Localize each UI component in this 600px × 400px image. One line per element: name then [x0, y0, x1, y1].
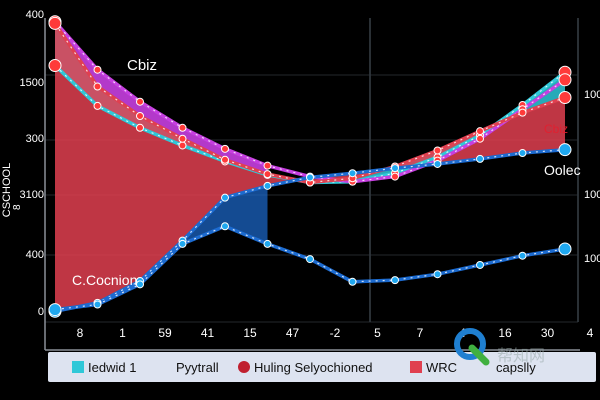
x-tick-label: 47 — [286, 326, 300, 340]
y-tick-label: 0 — [38, 306, 44, 318]
data-point — [93, 82, 102, 91]
data-point — [48, 16, 62, 30]
data-point — [178, 239, 187, 248]
data-point — [93, 300, 102, 309]
legend-label-2: Pyytrall — [176, 360, 219, 375]
data-point — [178, 134, 187, 143]
data-point — [263, 170, 272, 179]
legend-label-3: Huling Selyochioned — [254, 360, 373, 375]
annotation-text: Oolec — [544, 162, 581, 178]
data-point — [476, 154, 484, 163]
watermark-logo-icon — [454, 328, 490, 366]
legend: Iedwid 1 Pyytrall Huling Selyochioned WR… — [48, 352, 596, 382]
x-tick-label: -2 — [330, 326, 341, 340]
data-point — [476, 127, 484, 136]
data-point — [558, 73, 572, 87]
data-point — [348, 169, 357, 178]
data-point — [93, 101, 102, 110]
data-point — [221, 222, 229, 231]
data-point — [558, 143, 572, 157]
x-tick-label: 7 — [417, 326, 424, 340]
y2-tick-label: 1000 — [584, 253, 600, 265]
tick-labels: 8 1 59 41 15 47 -2 5 7 4 16 30 404003100300150040010… — [20, 9, 600, 340]
data-point — [136, 97, 144, 106]
data-point — [136, 112, 144, 120]
data-point — [178, 123, 187, 132]
x-tick-label: 59 — [158, 326, 172, 340]
data-point — [263, 181, 272, 190]
x-tick-label: 4 — [587, 326, 594, 340]
legend-item-5: capslly — [496, 360, 536, 375]
data-point — [558, 90, 572, 104]
legend-item-2: Pyytrall — [176, 360, 219, 375]
data-point — [391, 276, 399, 285]
legend-label-5: capslly — [496, 360, 536, 375]
watermark-text: 帮知网 — [497, 346, 546, 365]
data-point — [48, 59, 62, 72]
legend-label-4: WRC — [426, 360, 458, 375]
legend-swatch-3 — [238, 361, 250, 373]
y-axis-label-extra: 8 — [12, 204, 23, 210]
x-tick-label: 15 — [243, 326, 257, 340]
area-blue — [55, 185, 268, 312]
data-point — [48, 303, 62, 317]
y-tick-label: 400 — [26, 9, 44, 21]
legend-swatch-1 — [72, 361, 84, 373]
data-point — [93, 65, 102, 74]
annotation-text: Cbiz — [544, 122, 568, 136]
data-point — [476, 134, 484, 143]
y-tick-label: 400 — [26, 249, 44, 261]
y-tick-label: 300 — [26, 133, 44, 145]
x-tick-label: 8 — [77, 326, 84, 340]
data-point — [518, 149, 527, 158]
data-point — [433, 159, 442, 168]
x-tick-label: 5 — [374, 326, 381, 340]
data-point — [306, 255, 314, 264]
data-point — [348, 277, 357, 286]
annotations: CSCHOOL 8 Cbiz C.Cocnion Oolec Cbiz — [1, 57, 581, 288]
y2-tick-label: 1000 — [584, 89, 600, 101]
data-point — [221, 144, 229, 153]
data-point — [518, 108, 527, 117]
axes — [44, 18, 580, 351]
data-point — [433, 146, 442, 155]
data-point — [136, 123, 144, 132]
x-tick-label: 41 — [201, 326, 215, 340]
data-point — [221, 193, 229, 202]
legend-swatch-4 — [410, 361, 422, 373]
legend-item-3: Huling Selyochioned — [238, 360, 373, 375]
x-tick-label: 30 — [541, 326, 555, 340]
data-point — [476, 260, 484, 269]
data-point — [391, 164, 399, 173]
data-point — [263, 161, 272, 170]
y2-tick-label: 1000 — [584, 189, 600, 201]
data-point — [518, 251, 527, 260]
data-point — [391, 172, 399, 181]
data-point — [221, 155, 229, 164]
data-point — [178, 141, 187, 150]
data-point — [263, 239, 272, 248]
legend-item-1: Iedwid 1 — [72, 360, 136, 375]
x-tick-label: 1 — [119, 326, 126, 340]
y-axis-label: CSCHOOL — [1, 163, 13, 217]
series-points — [48, 15, 572, 318]
legend-item-4: WRC — [410, 360, 457, 375]
annotation-text: C.Cocnion — [72, 272, 137, 288]
legend-label-1: Iedwid 1 — [88, 360, 137, 375]
x-tick-label: 16 — [498, 326, 512, 340]
data-point — [433, 270, 442, 279]
data-point — [136, 280, 144, 289]
annotation-text: Cbiz — [127, 57, 157, 74]
y-tick-label: 1500 — [20, 77, 44, 89]
data-point — [306, 173, 314, 182]
y-tick-label: 3100 — [20, 189, 44, 201]
data-point — [558, 242, 572, 256]
